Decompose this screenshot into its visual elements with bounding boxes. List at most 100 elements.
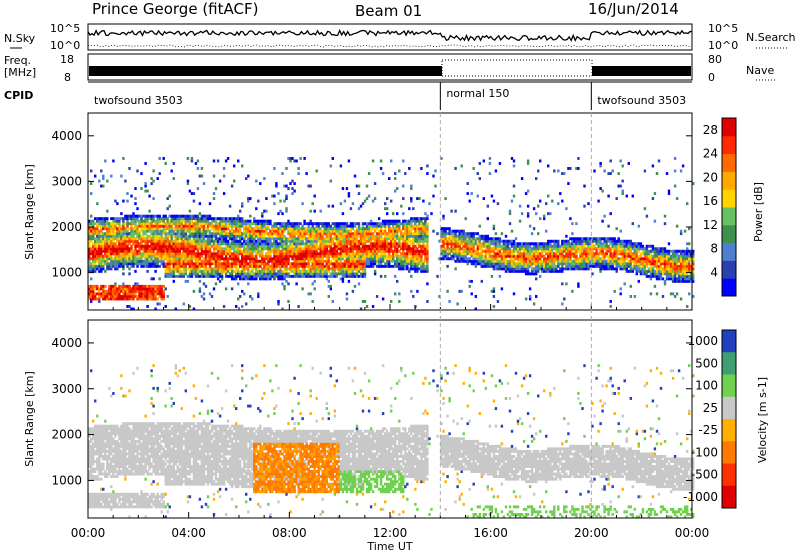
heatmap-cell	[473, 240, 475, 243]
heatmap-cell	[402, 197, 404, 200]
heatmap-cell	[390, 160, 392, 163]
heatmap-cell	[461, 290, 463, 293]
heatmap-cell	[487, 245, 489, 248]
heatmap-cell	[404, 172, 406, 175]
heatmap-cell	[130, 245, 132, 248]
heatmap-cell	[161, 235, 163, 238]
heatmap-cell	[291, 247, 293, 250]
heatmap-cell	[122, 225, 124, 228]
heatmap-cell	[289, 160, 291, 163]
heatmap-cell	[378, 217, 380, 220]
heatmap-cell	[126, 230, 128, 233]
heatmap-cell	[533, 242, 535, 245]
heatmap-cell	[336, 245, 338, 248]
heatmap-cell	[110, 295, 112, 298]
heatmap-cell	[205, 232, 207, 235]
heatmap-cell	[531, 232, 533, 235]
heatmap-cell	[372, 232, 374, 235]
heatmap-cell	[245, 262, 247, 265]
heatmap-cell	[126, 265, 128, 268]
heatmap-cell	[110, 242, 112, 245]
heatmap-cell	[219, 245, 221, 248]
heatmap-cell	[322, 270, 324, 273]
heatmap-cell	[211, 222, 213, 225]
heatmap-cell	[519, 205, 521, 208]
heatmap-cell	[193, 250, 195, 253]
heatmap-cell	[352, 242, 354, 245]
heatmap-cell	[412, 267, 414, 270]
heatmap-cell	[426, 217, 428, 220]
heatmap-cell	[215, 252, 217, 255]
heatmap-cell	[152, 217, 154, 220]
heatmap-cell	[94, 287, 96, 290]
heatmap-cell	[285, 270, 287, 273]
heatmap-cell	[432, 230, 434, 233]
heatmap-cell	[463, 230, 465, 233]
heatmap-cell	[412, 250, 414, 253]
nsky-trace	[88, 31, 692, 41]
heatmap-cell	[110, 257, 112, 260]
heatmap-cell	[263, 260, 265, 263]
heatmap-cell	[358, 192, 360, 195]
heatmap-cell	[374, 182, 376, 185]
heatmap-cell	[241, 305, 243, 308]
heatmap-cell	[122, 220, 124, 223]
heatmap-cell	[223, 167, 225, 170]
heatmap-cell	[285, 197, 287, 200]
heatmap-cell	[571, 232, 573, 235]
heatmap-cell	[366, 237, 368, 240]
heatmap-cell	[571, 222, 573, 225]
heatmap-cell	[159, 277, 161, 280]
heatmap-cell	[275, 242, 277, 245]
heatmap-cell	[297, 267, 299, 270]
heatmap-cell	[275, 232, 277, 235]
heatmap-cell	[215, 235, 217, 238]
heatmap-cell	[543, 255, 545, 258]
heatmap-cell	[382, 222, 384, 225]
cpid-segment-label: twofsound 3503	[94, 94, 183, 107]
heatmap-cell	[497, 257, 499, 260]
heatmap-cell	[442, 240, 444, 243]
heatmap-cell	[124, 250, 126, 253]
heatmap-cell	[366, 185, 368, 188]
heatmap-cell	[124, 232, 126, 235]
heatmap-cell	[245, 222, 247, 225]
heatmap-cell	[185, 267, 187, 270]
heatmap-cell	[469, 257, 471, 260]
heatmap-cell	[163, 290, 165, 293]
heatmap-cell	[197, 215, 199, 218]
heatmap-cell	[380, 275, 382, 278]
heatmap-cell	[231, 222, 233, 225]
heatmap-cell	[285, 167, 287, 170]
heatmap-cell	[473, 235, 475, 238]
heatmap-cell	[364, 270, 366, 273]
heatmap-cell	[259, 265, 261, 268]
heatmap-cell	[557, 242, 559, 245]
heatmap-cell	[94, 250, 96, 253]
heatmap-cell	[94, 255, 96, 258]
heatmap-cell	[503, 255, 505, 258]
heatmap-cell	[110, 235, 112, 238]
heatmap-cell	[110, 285, 112, 288]
heatmap-cell	[90, 240, 92, 243]
heatmap-cell	[185, 230, 187, 233]
heatmap-cell	[336, 275, 338, 278]
heatmap-cell	[408, 270, 410, 273]
heatmap-cell	[547, 195, 549, 198]
heatmap-cell	[215, 187, 217, 190]
heatmap-cell	[185, 252, 187, 255]
heatmap-cell	[261, 267, 263, 270]
heatmap-cell	[106, 180, 108, 183]
heatmap-cell	[513, 292, 515, 295]
heatmap-cell	[406, 255, 408, 258]
heatmap-cell	[366, 250, 368, 253]
heatmap-cell	[328, 280, 330, 283]
heatmap-cell	[281, 282, 283, 285]
heatmap-cell	[201, 250, 203, 253]
heatmap-cell	[386, 207, 388, 210]
heatmap-cell	[140, 240, 142, 243]
heatmap-cell	[420, 257, 422, 260]
heatmap-cell	[209, 265, 211, 268]
heatmap-cell	[215, 267, 217, 270]
heatmap-cell	[185, 250, 187, 253]
